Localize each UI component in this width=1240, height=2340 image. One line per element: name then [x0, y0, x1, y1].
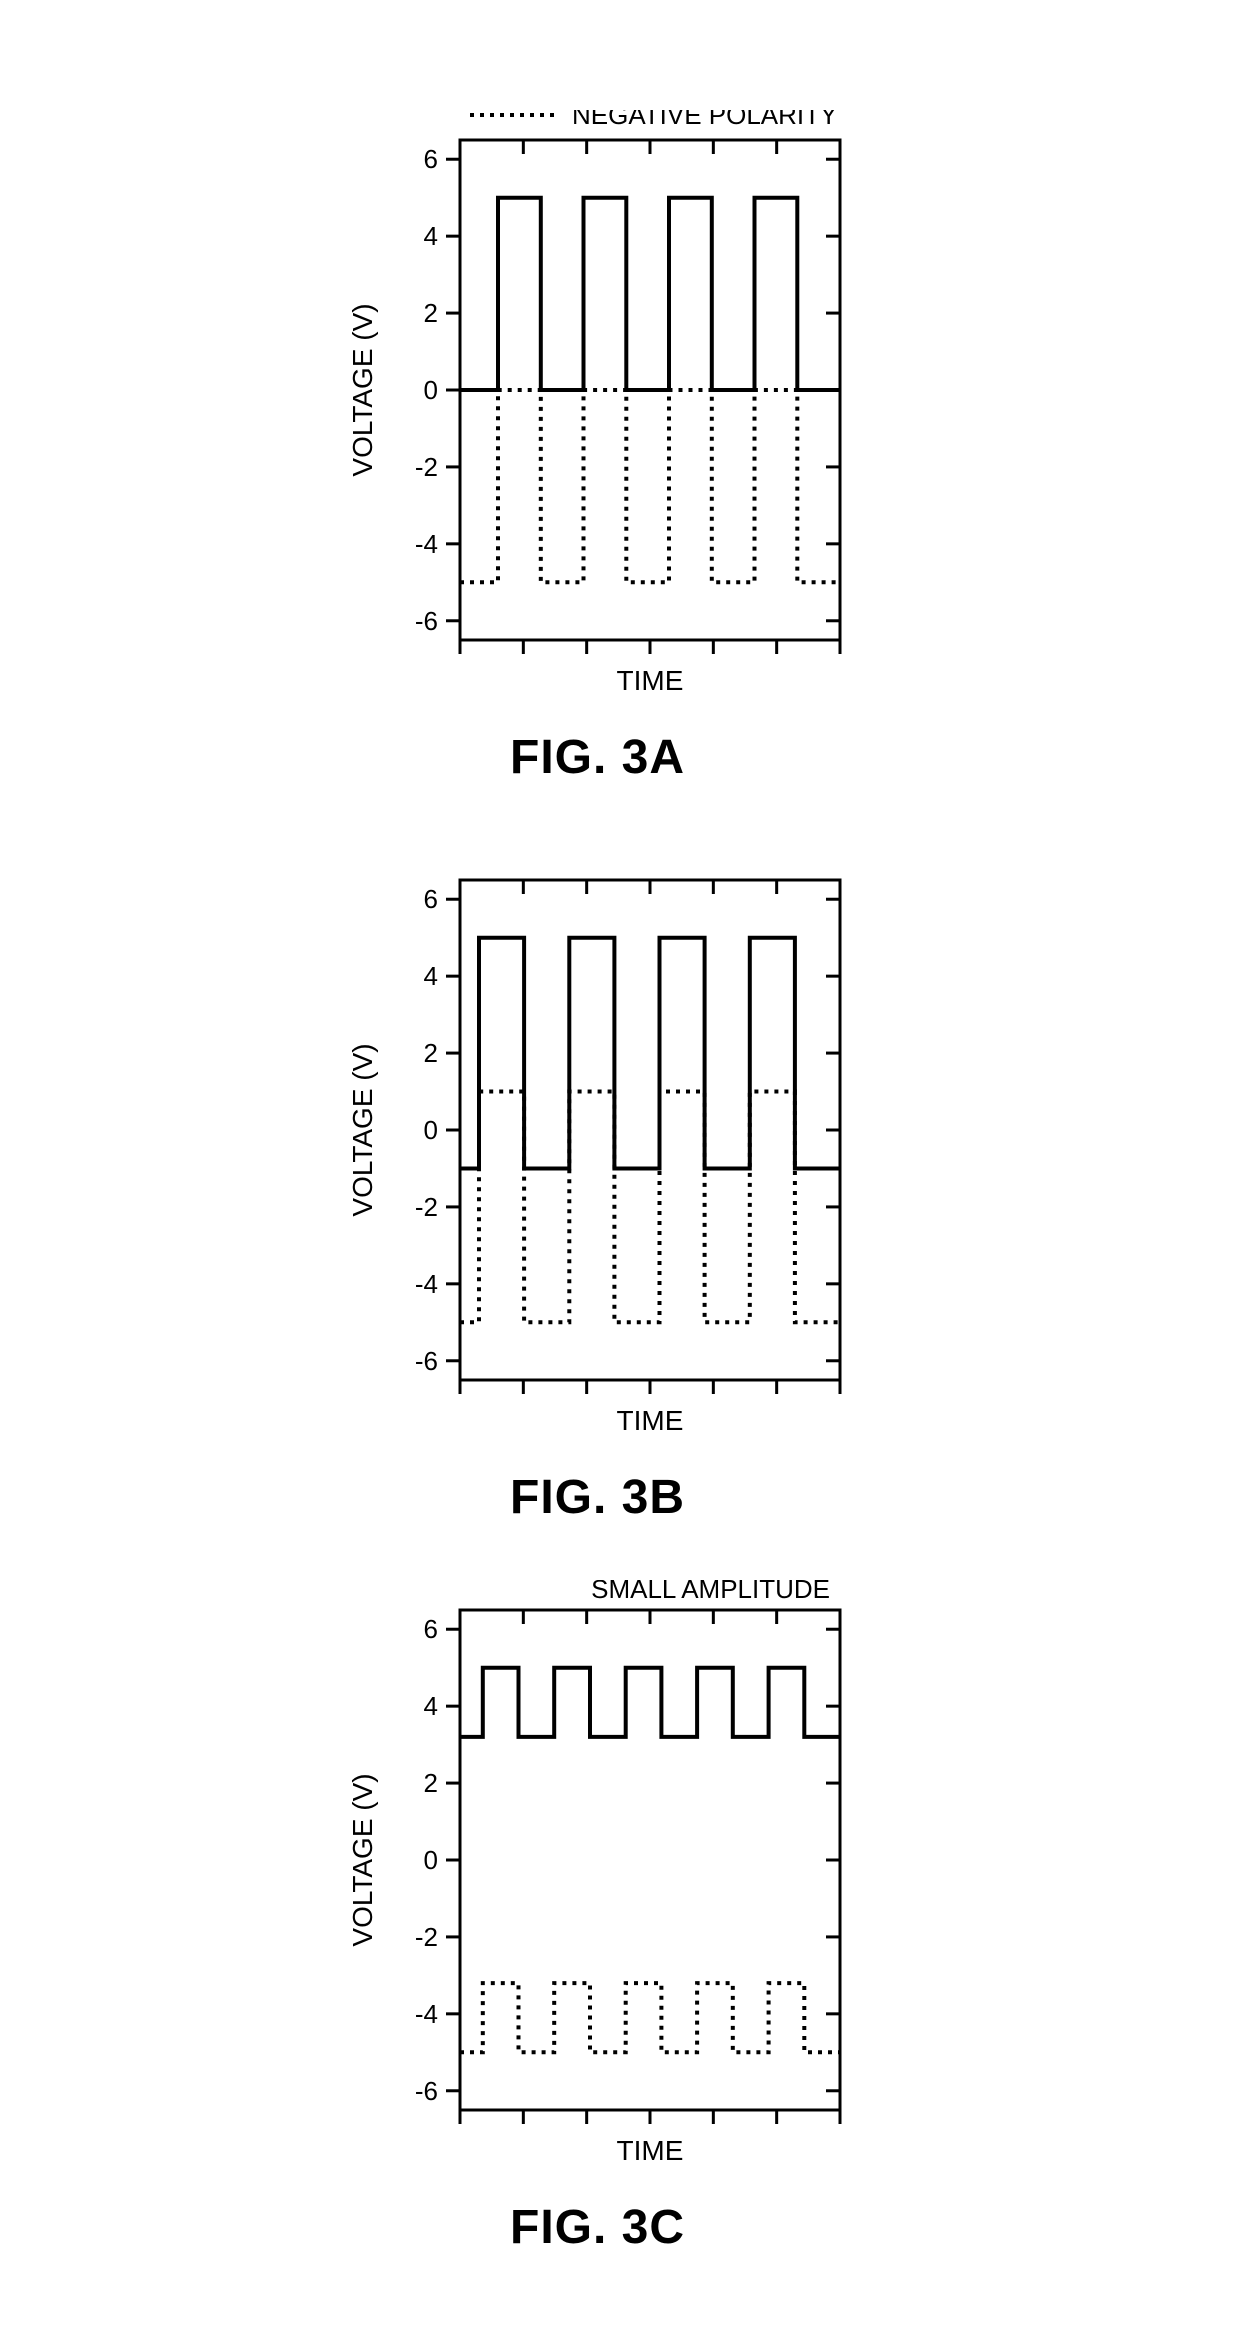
negative-wave: [460, 390, 840, 582]
legend-label-negative: NEGATIVE POLARITY: [572, 110, 837, 130]
svg-text:-6: -6: [415, 606, 438, 636]
y-axis-label: VOLTAGE (V): [347, 303, 378, 476]
fig-label-c: FIG. 3C: [510, 2200, 685, 2255]
chart-svg: 6420-2-4-6VOLTAGE (V)TIMELARGE OFFSET WI…: [340, 1580, 900, 2180]
positive-wave: [460, 938, 840, 1169]
svg-text:-6: -6: [415, 2076, 438, 2106]
svg-text:6: 6: [424, 144, 438, 174]
svg-text:-2: -2: [415, 1192, 438, 1222]
svg-text:2: 2: [424, 1768, 438, 1798]
svg-text:6: 6: [424, 1614, 438, 1644]
svg-text:-4: -4: [415, 529, 438, 559]
y-axis-label: VOLTAGE (V): [347, 1773, 378, 1946]
x-axis-label: TIME: [617, 665, 684, 696]
positive-wave: [460, 198, 840, 390]
svg-text:-2: -2: [415, 452, 438, 482]
fig-label-b: FIG. 3B: [510, 1470, 685, 1525]
svg-text:4: 4: [424, 961, 438, 991]
svg-text:0: 0: [424, 375, 438, 405]
svg-text:4: 4: [424, 1691, 438, 1721]
x-axis-label: TIME: [617, 2135, 684, 2166]
chart-c: 6420-2-4-6VOLTAGE (V)TIMELARGE OFFSET WI…: [340, 1580, 900, 2180]
svg-text:-2: -2: [415, 1922, 438, 1952]
positive-wave: [460, 1668, 840, 1737]
svg-text:0: 0: [424, 1845, 438, 1875]
chart-svg: 6420-2-4-6VOLTAGE (V)TIMESMALL OFFSET: [340, 850, 900, 1450]
svg-text:-4: -4: [415, 1999, 438, 2029]
fig-label-a: FIG. 3A: [510, 730, 685, 785]
page: 6420-2-4-6VOLTAGE (V)TIMEPOSITIVE POLARI…: [20, 20, 1220, 2320]
x-axis-label: TIME: [617, 1405, 684, 1436]
svg-text:0: 0: [424, 1115, 438, 1145]
chart-a: 6420-2-4-6VOLTAGE (V)TIMEPOSITIVE POLARI…: [340, 110, 900, 710]
svg-text:2: 2: [424, 298, 438, 328]
svg-text:-4: -4: [415, 1269, 438, 1299]
svg-text:4: 4: [424, 221, 438, 251]
svg-text:-6: -6: [415, 1346, 438, 1376]
svg-text:2: 2: [424, 1038, 438, 1068]
chart-svg: 6420-2-4-6VOLTAGE (V)TIMEPOSITIVE POLARI…: [340, 110, 900, 710]
svg-text:6: 6: [424, 884, 438, 914]
y-axis-label: VOLTAGE (V): [347, 1043, 378, 1216]
negative-wave: [460, 1092, 840, 1323]
chart-b: 6420-2-4-6VOLTAGE (V)TIMESMALL OFFSET: [340, 850, 900, 1450]
negative-wave: [460, 1983, 840, 2052]
chart-title: SMALL AMPLITUDE: [591, 1580, 830, 1604]
